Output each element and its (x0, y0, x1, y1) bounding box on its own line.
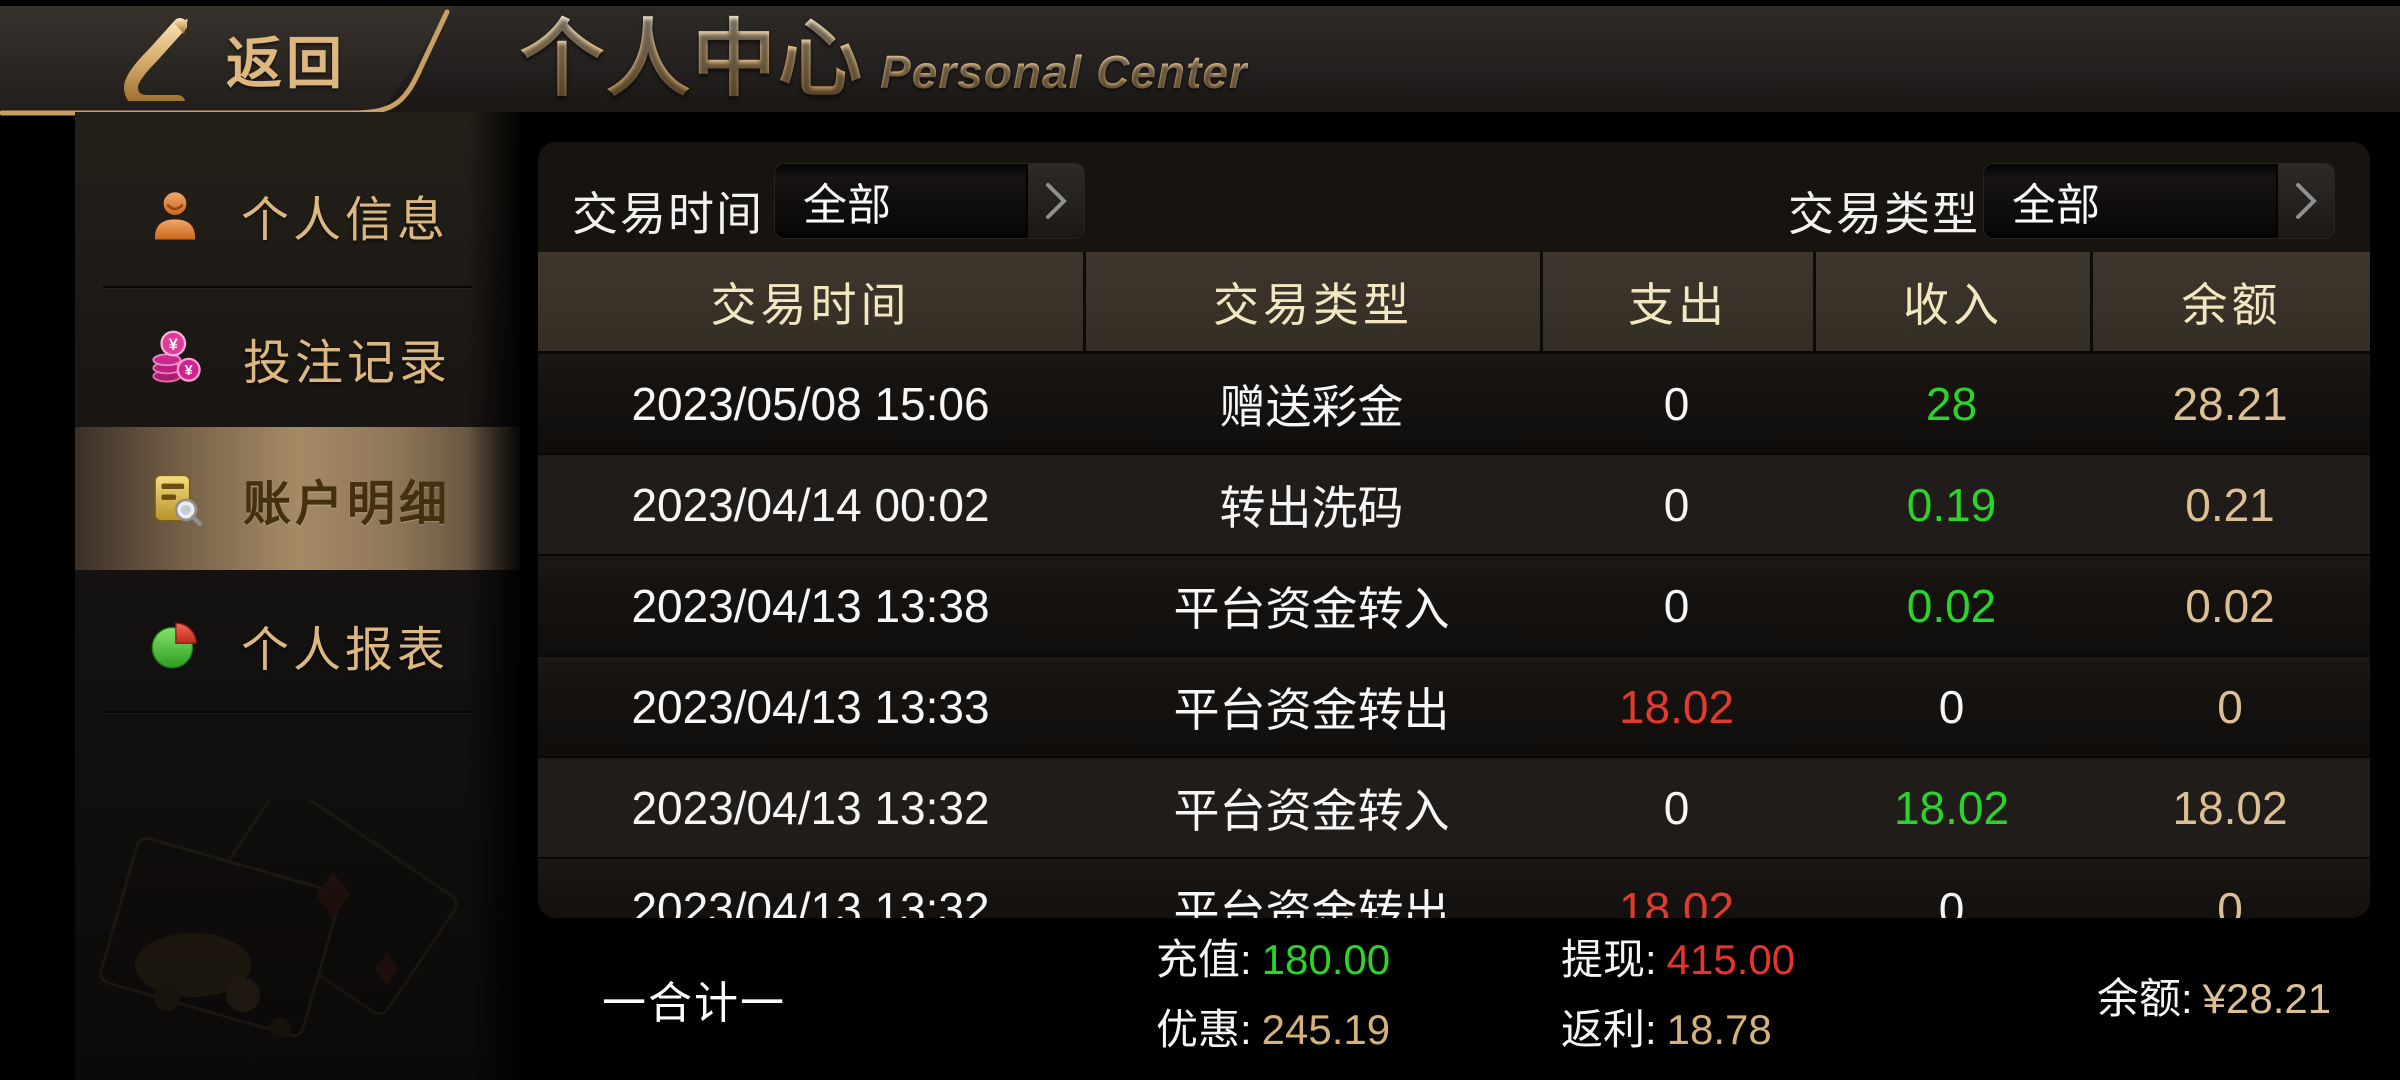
deposit-label: 充值: (1156, 936, 1252, 983)
svg-text:¥: ¥ (169, 336, 178, 354)
cell-income: 0 (1938, 882, 1965, 919)
table-row: 2023/04/13 13:38 平台资金转入 0 0.02 0.02 (538, 556, 2370, 657)
column-header-balance: 余额 (2090, 252, 2370, 351)
cell-balance: 28.21 (2172, 377, 2288, 430)
sidebar-item-label: 账户明细 (243, 477, 452, 531)
cell-income: 0 (1938, 680, 1965, 733)
summary-rebate: 返利: 18.78 (1561, 1006, 1772, 1054)
table-row: 2023/04/13 13:33 平台资金转出 18.02 0 0 (538, 657, 2370, 758)
summary-total-label: 一合计一 (602, 979, 786, 1028)
sidebar-item-personal-info[interactable]: 个人信息 (75, 160, 520, 270)
column-header-time: 交易时间 (710, 278, 911, 331)
withdraw-value: 415.00 (1666, 936, 1796, 983)
person-icon (154, 192, 196, 240)
column-header-expense: 支出 (1540, 252, 1813, 351)
filter-time-value: 全部 (803, 181, 891, 230)
sidebar-item-personal-report[interactable]: 个人报表 (75, 590, 520, 700)
table-header-row: 交易时间 交易类型 支出 收入 余额 (538, 252, 2370, 354)
bonus-value: 245.19 (1261, 1006, 1391, 1053)
cell-balance: 0.02 (2185, 579, 2275, 632)
cell-time: 2023/05/08 15:06 (631, 377, 990, 430)
sidebar-item-bet-records[interactable]: ¥ ¥ 投注记录 (75, 303, 520, 413)
summary-withdraw: 提现: 415.00 (1561, 936, 1795, 984)
cell-type: 平台资金转入 (1173, 784, 1450, 837)
cell-expense: 18.02 (1618, 882, 1735, 919)
filter-type-dropdown[interactable]: 全部 (1983, 163, 2335, 239)
cell-balance: 0 (2217, 882, 2243, 919)
cell-type: 赠送彩金 (1219, 380, 1404, 433)
withdraw-label: 提现: (1561, 936, 1657, 983)
page-subtitle: Personal Center (880, 46, 1248, 98)
bonus-label: 优惠: (1156, 1006, 1252, 1053)
top-header-bar: 返回 个人中心 Personal Center (0, 6, 2400, 116)
rebate-value: 18.78 (1666, 1006, 1772, 1053)
back-label: 返回 (226, 31, 346, 95)
back-arrow-icon (124, 18, 188, 101)
cell-time: 2023/04/13 13:32 (631, 781, 990, 834)
cell-time: 2023/04/13 13:32 (631, 882, 990, 919)
ledger-search-icon (154, 474, 202, 526)
sidebar-item-label: 个人报表 (241, 624, 450, 677)
cell-expense: 0 (1663, 478, 1690, 531)
cell-balance: 18.02 (2172, 781, 2288, 834)
balance-value: ¥28.21 (2202, 975, 2332, 1022)
coins-icon: ¥ ¥ (152, 330, 201, 383)
back-button[interactable]: 返回 (118, 6, 346, 112)
cell-balance: 0.21 (2185, 478, 2275, 531)
filter-type-label: 交易类型 (1788, 188, 1980, 240)
sidebar-item-label: 个人信息 (241, 194, 450, 247)
transactions-panel: 交易时间 全部 交易类型 全部 交易时间 交易类型 支出 收入 余额 2023/… (538, 142, 2370, 918)
cards-and-gold-decoration (99, 800, 458, 1039)
cell-time: 2023/04/13 13:33 (631, 680, 990, 733)
summary-bar: 一合计一 充值: 180.00 优惠: 245.19 提现: 415.00 返利: 18… (524, 918, 2400, 1080)
back-tab-shape (0, 6, 452, 112)
cell-income: 28 (1925, 377, 1978, 430)
table-row: 2023/04/13 13:32 平台资金转入 0 18.02 18.02 (538, 758, 2370, 859)
svg-text:¥: ¥ (185, 363, 193, 379)
chevron-right-icon (2276, 164, 2334, 238)
chevron-right-icon (1026, 164, 1084, 238)
table-row: 2023/04/14 00:02 转出洗码 0 0.19 0.21 (538, 455, 2370, 556)
table-row: 2023/04/13 13:32 平台资金转出 18.02 0 0 (538, 859, 2370, 918)
page-title-group: 个人中心 Personal Center (520, 6, 1248, 112)
sidebar: 个人信息 ¥ ¥ 投注记录 账户明细 (75, 112, 522, 1080)
filter-type-value: 全部 (2012, 181, 2100, 230)
table-row: 2023/05/08 15:06 赠送彩金 0 28 28.21 (538, 354, 2370, 455)
cell-income: 0.19 (1906, 478, 1997, 531)
cell-expense: 0 (1663, 579, 1690, 632)
cell-time: 2023/04/14 00:02 (631, 478, 990, 531)
table-body: 2023/05/08 15:06 赠送彩金 0 28 28.21 2023/04/14 0… (538, 354, 2370, 918)
cell-expense: 18.02 (1618, 680, 1735, 733)
sidebar-item-label: 投注记录 (243, 337, 452, 390)
cell-type: 平台资金转出 (1173, 885, 1450, 919)
sidebar-item-account-details[interactable]: 账户明细 (75, 427, 520, 570)
rebate-label: 返利: (1561, 1006, 1657, 1053)
column-header-type: 交易类型 (1083, 252, 1540, 351)
filter-time-dropdown[interactable]: 全部 (774, 163, 1085, 239)
pie-chart-icon (151, 622, 197, 669)
summary-balance: 余额: ¥28.21 (2097, 975, 2331, 1023)
cell-expense: 0 (1663, 377, 1690, 430)
summary-bonus: 优惠: 245.19 (1156, 1006, 1390, 1054)
cell-income: 18.02 (1893, 781, 2010, 834)
page-title: 个人中心 (520, 6, 864, 112)
cell-balance: 0 (2217, 680, 2243, 733)
cell-income: 0.02 (1906, 579, 1997, 632)
sidebar-divider (103, 286, 472, 288)
sidebar-divider (103, 711, 472, 713)
cell-type: 平台资金转出 (1173, 683, 1450, 736)
balance-label: 余额: (2097, 975, 2193, 1022)
cell-type: 转出洗码 (1219, 481, 1404, 534)
deposit-value: 180.00 (1261, 936, 1391, 983)
column-header-income: 收入 (1813, 252, 2090, 351)
cell-time: 2023/04/13 13:38 (631, 579, 990, 632)
cell-type: 平台资金转入 (1173, 582, 1450, 635)
filter-time-label: 交易时间 (572, 188, 764, 240)
cell-expense: 0 (1663, 781, 1690, 834)
summary-deposit: 充值: 180.00 (1156, 936, 1390, 984)
